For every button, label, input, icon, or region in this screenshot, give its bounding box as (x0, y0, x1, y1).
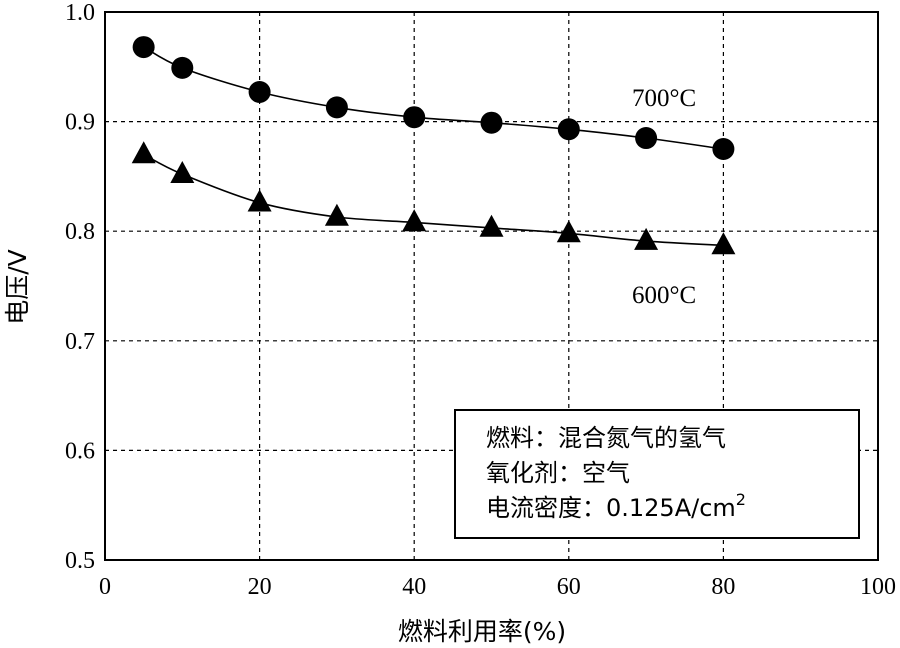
x-axis-ticks: 0 20 40 60 80 100 (99, 574, 896, 600)
plot-area-frame (104, 11, 879, 561)
data-point-circle (325, 96, 348, 119)
x-tick-label: 100 (860, 574, 896, 600)
data-point-triangle (324, 203, 349, 226)
annotation-box: 燃料：混合氮气的氢气 氧化剂：空气 电流密度：0.125A/cm2 (454, 409, 860, 539)
y-axis-title: 电压/V (3, 249, 32, 325)
data-point-triangle (247, 189, 272, 212)
y-tick-label: 0.6 (65, 438, 95, 464)
series-label-700: 700°C (632, 85, 696, 112)
x-axis-title: 燃料利用率(%) (398, 617, 566, 646)
data-point-circle (403, 106, 426, 129)
data-point-circle (171, 56, 194, 79)
annotation-superscript: 2 (736, 490, 746, 509)
y-axis-ticks: 0.5 0.6 0.7 0.8 0.9 1.0 (65, 0, 95, 574)
x-tick-label: 20 (248, 574, 272, 600)
data-point-triangle (131, 141, 156, 164)
data-point-circle (132, 36, 155, 59)
data-point-circle (248, 81, 271, 104)
data-point-triangle (711, 232, 736, 255)
x-tick-label: 40 (402, 574, 426, 600)
x-tick-label: 0 (99, 574, 111, 600)
series-label-600: 600°C (632, 282, 696, 309)
annotation-current-density: 电流密度：0.125A/cm2 (486, 490, 746, 522)
data-series (131, 36, 736, 255)
annotation-fuel: 燃料：混合氮气的氢气 (486, 424, 726, 452)
x-tick-label: 60 (557, 574, 581, 600)
annotation-current-density-text: 电流密度：0.125A/cm (486, 494, 736, 522)
x-tick-label: 80 (711, 574, 735, 600)
data-point-circle (557, 118, 580, 141)
data-point-circle (635, 127, 658, 150)
data-point-triangle (634, 227, 659, 250)
y-tick-label: 1.0 (65, 0, 95, 26)
y-tick-label: 0.9 (65, 110, 95, 136)
annotation-frame (454, 409, 860, 539)
y-tick-label: 0.8 (65, 219, 95, 245)
data-point-triangle (402, 209, 427, 232)
y-tick-label: 0.7 (65, 329, 95, 355)
data-point-triangle (479, 214, 504, 237)
y-tick-label: 0.5 (65, 548, 95, 574)
annotation-oxidant: 氧化剂：空气 (486, 459, 630, 487)
data-point-circle (480, 111, 503, 134)
data-point-triangle (556, 220, 581, 243)
data-point-circle (712, 138, 735, 160)
data-point-triangle (170, 161, 195, 183)
